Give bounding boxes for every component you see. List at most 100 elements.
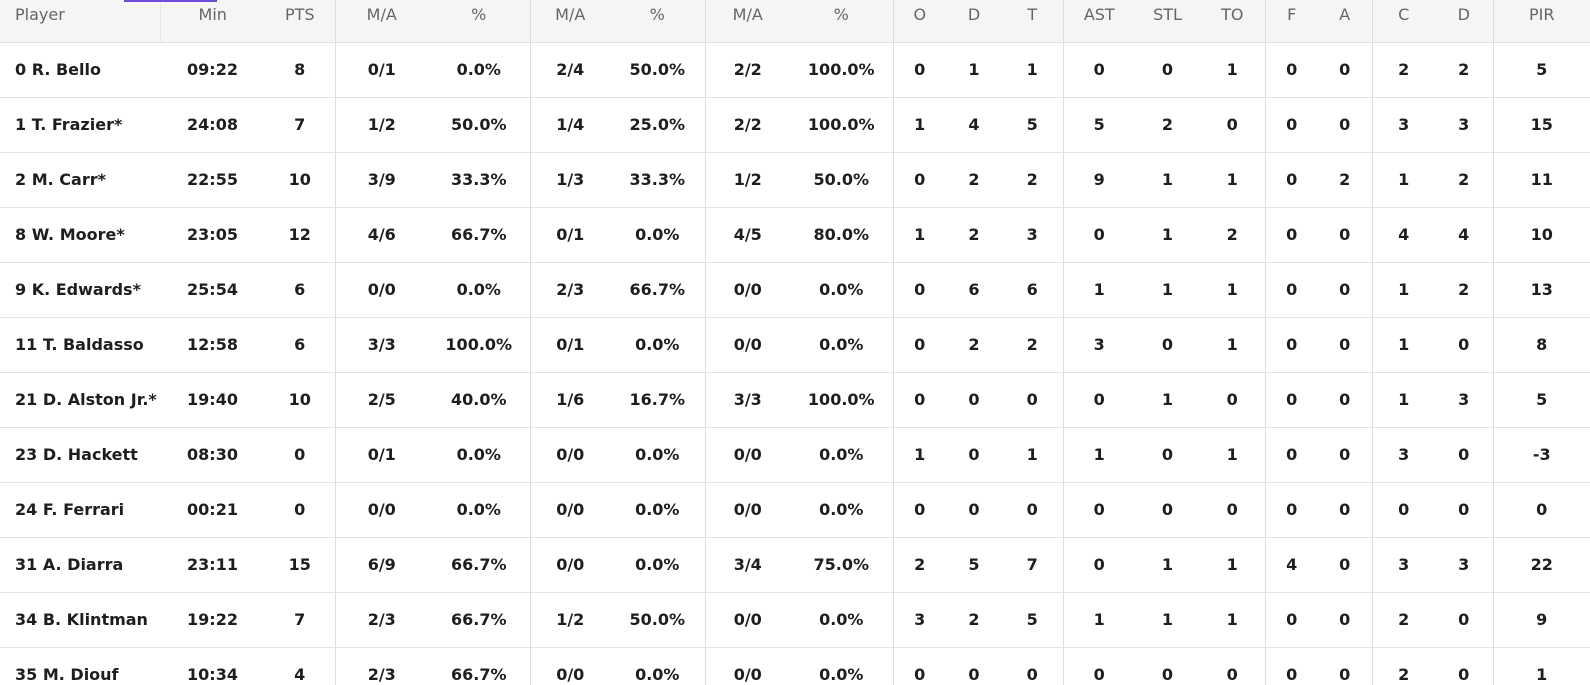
stat-cell: 3/9 bbox=[334, 152, 428, 208]
stat-cell: 0 bbox=[1002, 647, 1063, 685]
stat-cell: 0.0% bbox=[790, 262, 893, 318]
stat-cell: 3 bbox=[1435, 537, 1493, 593]
stat-cell: 0 bbox=[1264, 482, 1318, 538]
stat-cell: 00:21 bbox=[160, 482, 265, 538]
stat-cell: 0/0 bbox=[704, 317, 790, 373]
stat-cell: 0.0% bbox=[610, 207, 705, 263]
stat-cell: 1 bbox=[1371, 262, 1435, 318]
player-row: 35 M. Diouf 10:34 4 2/3 66.7% 0/0 0.0% 0/0 0.0% 0… bbox=[0, 647, 1590, 685]
stat-cell: 7 bbox=[1002, 537, 1063, 593]
player-row: 21 D. Alston Jr.* 19:40 10 2/5 40.0% 1/6 16.7%… bbox=[0, 372, 1590, 428]
stat-cell: 0 bbox=[1264, 647, 1318, 685]
player-name: 1 T. Frazier* bbox=[0, 97, 160, 153]
stat-cell: 0/1 bbox=[529, 207, 610, 263]
stat-cell: 3 bbox=[1435, 97, 1493, 153]
stat-cell: 1 bbox=[1135, 537, 1200, 593]
stat-cell: 100.0% bbox=[790, 97, 893, 153]
stat-cell: 19:22 bbox=[160, 592, 265, 648]
stat-cell: 0/0 bbox=[529, 647, 610, 685]
stat-cell: 3/3 bbox=[334, 317, 428, 373]
stat-cell: 0 bbox=[1264, 207, 1318, 263]
stat-cell: 6 bbox=[946, 262, 1002, 318]
column-header: STL bbox=[1135, 0, 1200, 43]
stat-cell: 3 bbox=[1435, 372, 1493, 428]
stat-cell: 0 bbox=[1435, 427, 1493, 483]
stat-cell: 08:30 bbox=[160, 427, 265, 483]
column-header: PTS bbox=[265, 0, 335, 43]
player-row: 24 F. Ferrari 00:21 0 0/0 0.0% 0/0 0.0% 0/0 0.0%… bbox=[0, 482, 1590, 538]
stat-cell: 2 bbox=[1002, 317, 1063, 373]
stat-cell: 3/4 bbox=[704, 537, 790, 593]
stat-cell: 0 bbox=[892, 42, 946, 98]
stat-cell: 6 bbox=[1002, 262, 1063, 318]
player-row: 8 W. Moore* 23:05 12 4/6 66.7% 0/1 0.0% 4/5 80.0… bbox=[0, 207, 1590, 263]
stat-cell: 5 bbox=[1002, 592, 1063, 648]
stat-cell: 3 bbox=[1062, 317, 1135, 373]
stat-cell: 0 bbox=[892, 262, 946, 318]
stat-cell: 09:22 bbox=[160, 42, 265, 98]
stat-cell: 1 bbox=[1371, 317, 1435, 373]
stat-cell: 22:55 bbox=[160, 152, 265, 208]
stat-cell: 0 bbox=[946, 647, 1002, 685]
player-row: 9 K. Edwards* 25:54 6 0/0 0.0% 2/3 66.7% 0/0 0.0… bbox=[0, 262, 1590, 318]
stat-cell: 0/0 bbox=[334, 262, 428, 318]
stat-cell: 0 bbox=[265, 427, 335, 483]
column-header: T bbox=[1002, 0, 1063, 43]
column-header: A bbox=[1318, 0, 1372, 43]
stat-cell: 100.0% bbox=[428, 317, 530, 373]
stat-cell: 0 bbox=[1435, 647, 1493, 685]
stat-cell: 1 bbox=[946, 42, 1002, 98]
stat-cell: 0 bbox=[1318, 647, 1372, 685]
stat-cell: 0 bbox=[1318, 372, 1372, 428]
stat-cell: 0 bbox=[892, 647, 946, 685]
player-name: 9 K. Edwards* bbox=[0, 262, 160, 318]
stat-cell: 2 bbox=[1318, 152, 1372, 208]
stat-cell: 2 bbox=[1435, 262, 1493, 318]
stat-cell: 0 bbox=[1435, 592, 1493, 648]
stat-cell: 0 bbox=[1318, 317, 1372, 373]
column-header: % bbox=[428, 0, 530, 43]
stat-cell: 0.0% bbox=[610, 427, 705, 483]
stat-cell: 40.0% bbox=[428, 372, 530, 428]
stat-cell: 1 bbox=[1135, 207, 1200, 263]
stat-cell: 2 bbox=[892, 537, 946, 593]
stat-cell: 0 bbox=[1318, 482, 1372, 538]
stat-cell: 6/9 bbox=[334, 537, 428, 593]
stat-cell: 0 bbox=[1200, 647, 1265, 685]
stat-cell: 0 bbox=[892, 152, 946, 208]
stat-cell: 10 bbox=[265, 152, 335, 208]
stat-cell: 9 bbox=[1492, 592, 1590, 648]
stat-cell: 66.7% bbox=[610, 262, 705, 318]
player-row: 0 R. Bello 09:22 8 0/1 0.0% 2/4 50.0% 2/2 100.0%… bbox=[0, 42, 1590, 98]
stat-cell: 0 bbox=[1318, 537, 1372, 593]
column-header: O bbox=[892, 0, 946, 43]
column-header: % bbox=[610, 0, 705, 43]
stat-cell: 9 bbox=[1062, 152, 1135, 208]
stat-cell: 1 bbox=[1062, 427, 1135, 483]
stat-cell: 2 bbox=[1371, 647, 1435, 685]
stat-cell: 100.0% bbox=[790, 42, 893, 98]
stat-cell: 2/3 bbox=[334, 647, 428, 685]
stat-cell: 2 bbox=[1002, 152, 1063, 208]
stat-cell: 4 bbox=[1264, 537, 1318, 593]
stat-cell: 0.0% bbox=[610, 537, 705, 593]
stat-cell: 10 bbox=[1492, 207, 1590, 263]
stat-cell: 0 bbox=[1264, 592, 1318, 648]
stat-cell: 25:54 bbox=[160, 262, 265, 318]
stat-cell: 4 bbox=[1371, 207, 1435, 263]
stat-cell: 5 bbox=[1492, 42, 1590, 98]
stat-cell: 0 bbox=[1200, 372, 1265, 428]
stat-cell: 5 bbox=[1492, 372, 1590, 428]
stat-cell: 1/4 bbox=[529, 97, 610, 153]
stat-cell: 0 bbox=[1002, 482, 1063, 538]
stat-cell: 1 bbox=[1002, 42, 1063, 98]
stat-cell: 0 bbox=[1135, 647, 1200, 685]
stat-cell: 0 bbox=[1062, 647, 1135, 685]
stat-cell: 80.0% bbox=[790, 207, 893, 263]
column-header: Player bbox=[0, 0, 160, 43]
column-header: % bbox=[790, 0, 893, 43]
stat-cell: 0.0% bbox=[610, 482, 705, 538]
stat-cell: 1 bbox=[892, 427, 946, 483]
stat-cell: 0 bbox=[1318, 592, 1372, 648]
player-name: 24 F. Ferrari bbox=[0, 482, 160, 538]
